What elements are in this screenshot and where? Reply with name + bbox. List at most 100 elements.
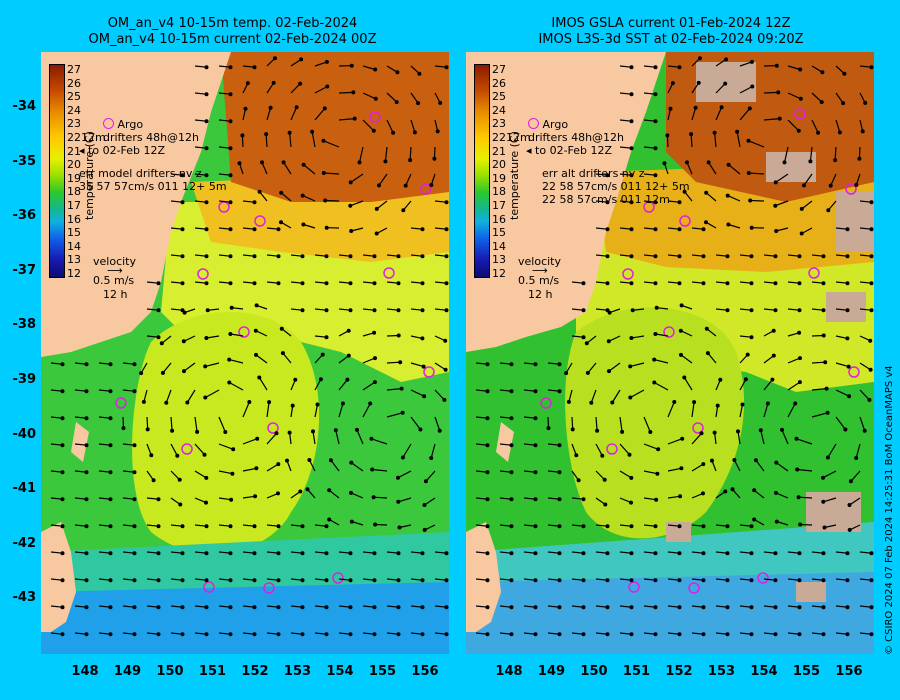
current-arrow-head (429, 183, 434, 188)
current-arrow-head (653, 119, 658, 124)
current-arrow-head (327, 517, 332, 522)
argo-marker (688, 582, 700, 594)
current-arrow-head (749, 578, 754, 583)
current-arrow-head (750, 84, 755, 89)
y-tick-label: -36 (12, 208, 37, 224)
current-arrow-head (279, 220, 284, 225)
current-arrow (258, 377, 268, 391)
current-arrow (707, 352, 717, 364)
argo-marker (540, 397, 552, 409)
current-arrow-head (276, 227, 281, 232)
current-arrow-head (802, 183, 807, 188)
argo-marker (267, 422, 279, 434)
colorbar-tick-label: 13 (67, 253, 81, 267)
current-arrow (283, 162, 292, 175)
current-arrow (783, 146, 789, 163)
current-arrow-head (438, 100, 443, 105)
current-arrow-head (773, 308, 778, 313)
current-arrow-head (776, 90, 781, 95)
current-arrow-head (845, 578, 850, 583)
x-tick-label: 148 (71, 664, 99, 679)
y-tick-label: -35 (12, 153, 37, 169)
current-arrow-head (373, 522, 378, 527)
current-arrow (303, 164, 316, 175)
current-arrow-head (285, 458, 290, 463)
current-arrow-head (349, 229, 354, 234)
current-arrow (311, 131, 316, 148)
current-arrow-head (600, 453, 605, 458)
colorbar-tick-label: 12 (492, 267, 506, 280)
current-arrow-head (845, 281, 850, 286)
current-arrow (290, 58, 302, 67)
current-arrow-head (84, 551, 89, 556)
current-arrow-head (108, 389, 113, 394)
current-arrow-head (374, 231, 379, 236)
legend-argo-label: Argo (542, 118, 569, 131)
cloud-patch (826, 292, 866, 322)
current-arrow-head (653, 632, 658, 637)
current-arrow (760, 430, 765, 445)
current-arrow-head (372, 632, 377, 637)
current-arrow-head (557, 578, 562, 583)
current-arrow-head (108, 497, 113, 502)
current-arrow (727, 195, 741, 202)
current-arrow-head (204, 500, 209, 505)
current-arrow-head (629, 173, 634, 178)
current-arrow-head (773, 254, 778, 259)
current-arrow-head (736, 429, 741, 434)
current-arrow (736, 131, 741, 148)
current-arrow (289, 132, 292, 148)
current-arrow (386, 388, 402, 391)
current-arrow-head (324, 524, 329, 529)
current-arrow (708, 162, 717, 175)
current-arrow-head (420, 605, 425, 610)
current-arrow (282, 352, 292, 364)
current-arrow-head (373, 96, 378, 101)
current-arrow (410, 119, 416, 133)
current-arrow-head (300, 308, 305, 313)
x-tick-label: 149 (537, 664, 566, 679)
current-arrow-head (108, 524, 113, 529)
current-arrow-head (372, 578, 377, 583)
current-arrow-head (735, 129, 740, 134)
current-arrow-head (509, 578, 514, 583)
current-arrow-head (444, 632, 449, 637)
current-arrow-head (145, 427, 150, 432)
current-arrow-head (698, 56, 703, 61)
current-arrow-head (533, 362, 538, 367)
current-arrow-head (310, 129, 315, 134)
current-arrow-head (837, 130, 842, 135)
left-title-line2: OM_an_v4 10-15m current 02-Feb-2024 00Z (88, 32, 377, 47)
current-arrow (859, 416, 866, 431)
current-arrow (266, 463, 279, 472)
current-arrow-head (252, 227, 257, 232)
south-cooler (41, 582, 449, 654)
current-arrow-head (156, 335, 161, 340)
current-arrow-head (774, 490, 779, 495)
current-arrow (410, 389, 425, 397)
current-arrow-head (254, 303, 259, 308)
current-arrow (350, 462, 364, 472)
eddy-yellow (565, 307, 745, 539)
current-arrow-head (746, 170, 751, 175)
current-arrow-head (203, 395, 208, 400)
current-arrow-head (204, 524, 209, 529)
current-arrow (338, 403, 344, 418)
current-arrow-head (204, 65, 209, 70)
argo-legend-icon (103, 118, 114, 129)
current-arrow-head (749, 551, 754, 556)
current-arrow-head (178, 502, 183, 507)
x-tick-label: 150 (156, 664, 184, 679)
current-arrow-head (84, 416, 89, 421)
colorbar (474, 64, 490, 278)
current-arrow-head (159, 341, 164, 346)
current-arrow-head (60, 632, 65, 637)
current-arrow (739, 404, 744, 418)
current-arrow-head (581, 308, 586, 313)
current-arrow-head (798, 96, 803, 101)
current-arrow-head (723, 489, 728, 494)
current-arrow-head (422, 503, 427, 508)
current-arrow-head (372, 330, 377, 335)
current-arrow-head (629, 119, 634, 124)
current-arrow (667, 467, 682, 472)
